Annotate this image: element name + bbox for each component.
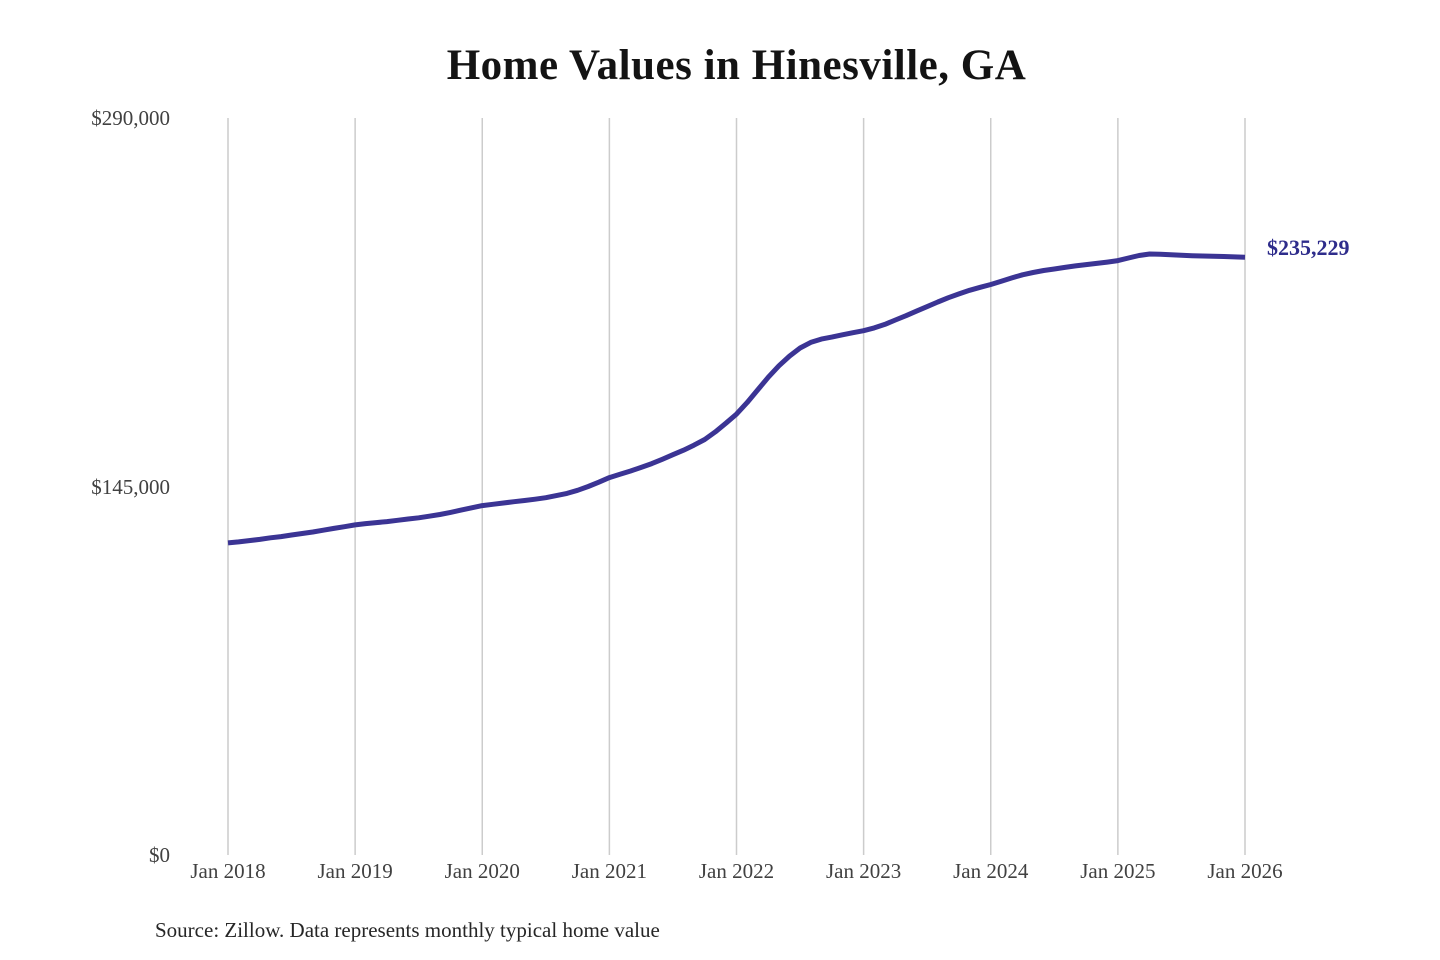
- x-tick-label: Jan 2020: [444, 859, 520, 883]
- x-tick-label: Jan 2026: [1207, 859, 1283, 883]
- home-value-line: [227, 251, 1246, 546]
- x-tick-label: Jan 2021: [571, 859, 647, 883]
- x-tick-label: Jan 2022: [698, 859, 775, 883]
- source-note: Source: Zillow. Data represents monthly …: [155, 918, 660, 942]
- x-tick-label: Jan 2025: [1080, 859, 1156, 883]
- y-tick-label: $145,000: [91, 474, 170, 499]
- chart-title: Home Values in Hinesville, GA: [446, 42, 1027, 89]
- y-tick-label: $290,000: [91, 106, 170, 130]
- x-tick-label: Jan 2023: [826, 859, 902, 883]
- y-tick-label: $0: [149, 843, 170, 867]
- x-tick-label: Jan 2019: [317, 859, 393, 883]
- x-tick-label: Jan 2024: [953, 859, 1029, 883]
- x-tick-label: Jan 2018: [190, 859, 266, 883]
- last-value-label: $235,229: [1267, 235, 1350, 261]
